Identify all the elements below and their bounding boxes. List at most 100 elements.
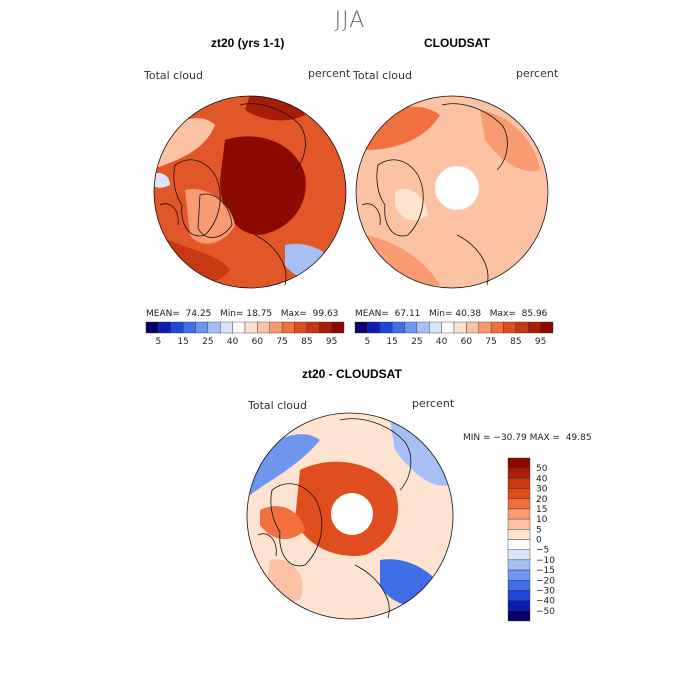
- obs-variable-label: Total cloud: [353, 69, 412, 82]
- diff-colorbar-swatch-9: [507, 549, 531, 561]
- model-max-label: Max=: [280, 309, 307, 319]
- model-arctic-max-region: [220, 136, 306, 235]
- diff-minmax: MIN = −30.79 MAX = 49.85: [463, 433, 592, 443]
- obs-colorbar-tick-label: 25: [411, 337, 422, 347]
- diff-colorbar-tick-label: −10: [536, 556, 555, 566]
- diff-colorbar-tick-label: 50: [536, 464, 548, 474]
- model-colorbar-tick-label: 95: [326, 337, 337, 347]
- model-mean-label: MEAN=: [146, 309, 180, 319]
- obs-northeast-region: [480, 110, 540, 171]
- obs-colorbar-tick-label: 95: [535, 337, 546, 347]
- model-colorbar-swatch-15: [331, 321, 345, 334]
- diff-colorbar-swatch-10: [507, 559, 531, 571]
- obs-colorbar-tick-label: 5: [365, 337, 371, 347]
- obs-min-value: 40.38: [455, 309, 482, 319]
- obs-units-label: percent: [516, 67, 559, 80]
- obs-coastlines: [361, 103, 508, 286]
- diff-colorbar-tick-label: −15: [536, 566, 555, 576]
- obs-southwest-region: [365, 235, 440, 286]
- diff-colorbar-tick-label: 20: [536, 495, 548, 505]
- obs-max-value: 85.96: [521, 309, 548, 319]
- diff-colorbar-swatch-8: [507, 539, 531, 550]
- model-colorbar-swatch-12: [294, 321, 308, 334]
- diff-colorbar-swatch-0: [507, 457, 531, 469]
- diff-colorbar-tick-label: −20: [536, 576, 555, 586]
- diff-colorbar-swatch-4: [507, 498, 531, 510]
- model-colorbar-swatch-4: [195, 321, 209, 334]
- diff-colorbar-tick-label: 10: [536, 515, 548, 525]
- diff-colorbar-swatch-1: [507, 467, 531, 479]
- model-coastlines: [159, 103, 306, 286]
- model-colorbar-swatch-10: [269, 321, 283, 334]
- model-colorbar: 5 15 25 40 60 75 85 95: [145, 321, 345, 347]
- model-min-label: Min=: [219, 309, 244, 319]
- obs-map: [356, 96, 548, 288]
- model-min-value: 18.75: [246, 309, 273, 319]
- model-colorbar-tick-label: 5: [156, 337, 162, 347]
- obs-max-label: Max=: [489, 309, 516, 319]
- obs-colorbar-swatch-15: [540, 321, 554, 334]
- obs-mean-label: MEAN=: [355, 309, 389, 319]
- diff-colorbar-tick-label: 30: [536, 485, 548, 495]
- obs-colorbar-tick-label: 60: [461, 337, 473, 347]
- diff-colorbar-swatch-13: [507, 590, 531, 601]
- obs-colorbar-swatch-9: [466, 321, 479, 334]
- diff-map: [247, 413, 453, 619]
- obs-colorbar-swatch-3: [391, 321, 405, 334]
- diff-colorbar-swatch-12: [507, 580, 531, 591]
- model-colorbar-swatch-0: [145, 321, 159, 334]
- model-panel-title: zt20 (yrs 1-1): [211, 36, 285, 50]
- obs-colorbar-swatch-14: [528, 321, 541, 334]
- model-colorbar-swatch-11: [281, 321, 295, 334]
- obs-colorbar-swatch-4: [404, 321, 418, 334]
- diff-colorbar-swatch-5: [507, 508, 531, 520]
- model-colorbar-swatch-7: [232, 321, 246, 334]
- diff-colorbar-tick-label: 5: [536, 525, 542, 535]
- diff-colorbar-tick-label: 15: [536, 505, 547, 515]
- obs-colorbar-swatch-6: [429, 321, 442, 334]
- diff-colorbar-swatch-11: [507, 569, 531, 581]
- model-colorbar-tick-label: 85: [301, 337, 312, 347]
- diff-colorbar-swatch-6: [507, 518, 531, 530]
- model-colorbar-tick-label: 25: [202, 337, 213, 347]
- diff-map-border: [246, 412, 454, 620]
- figure-title: JJA: [334, 8, 366, 33]
- model-colorbar-tick-label: 60: [252, 337, 264, 347]
- model-map: [154, 96, 346, 288]
- model-colorbar-swatch-13: [306, 321, 320, 334]
- obs-colorbar-swatch-5: [416, 321, 430, 334]
- diff-colorbar-tick-label: −5: [536, 546, 549, 556]
- diff-coastlines: [257, 418, 412, 619]
- diff-panel-title: zt20 - CLOUDSAT: [302, 367, 402, 381]
- model-stats: MEAN= 74.25 Min= 18.75 Max= 99.63: [146, 309, 338, 319]
- diff-colorbar-tick-label: 0: [536, 536, 542, 546]
- model-colorbar-tick-label: 40: [227, 337, 239, 347]
- model-colorbar-swatch-5: [207, 321, 221, 334]
- obs-colorbar-tick-label: 15: [386, 337, 397, 347]
- model-mean-value: 74.25: [185, 309, 212, 319]
- model-low-cloud-region: [154, 118, 215, 170]
- obs-mean-value: 67.11: [394, 309, 421, 319]
- obs-colorbar-tick-label: 75: [485, 337, 496, 347]
- diff-colorbar-swatch-3: [507, 488, 531, 499]
- model-colorbar-swatch-2: [170, 321, 184, 334]
- diff-positive-region-west: [260, 506, 305, 540]
- obs-colorbar-swatch-7: [441, 321, 455, 334]
- diff-variable-label: Total cloud: [248, 399, 307, 412]
- model-variable-label: Total cloud: [144, 69, 203, 82]
- model-colorbar-swatch-8: [244, 321, 258, 334]
- diff-colorbar-swatch-7: [507, 529, 531, 540]
- obs-colorbar-swatch-11: [490, 321, 504, 334]
- obs-panel-title: CLOUDSAT: [424, 36, 490, 50]
- model-map-border: [153, 95, 347, 289]
- obs-colorbar-swatch-2: [379, 321, 393, 334]
- obs-min-label: Min=: [428, 309, 453, 319]
- obs-colorbar-swatch-0: [354, 321, 368, 334]
- diff-colorbar-tick-label: −30: [536, 586, 555, 596]
- obs-colorbar-swatch-8: [453, 321, 467, 334]
- obs-stats: MEAN= 67.11 Min= 40.38 Max= 85.96: [355, 309, 547, 319]
- model-colorbar-tick-label: 15: [177, 337, 188, 347]
- diff-colorbar-swatch-15: [507, 610, 531, 622]
